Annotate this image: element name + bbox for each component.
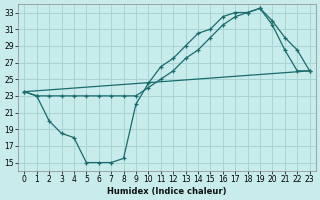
X-axis label: Humidex (Indice chaleur): Humidex (Indice chaleur): [107, 187, 227, 196]
